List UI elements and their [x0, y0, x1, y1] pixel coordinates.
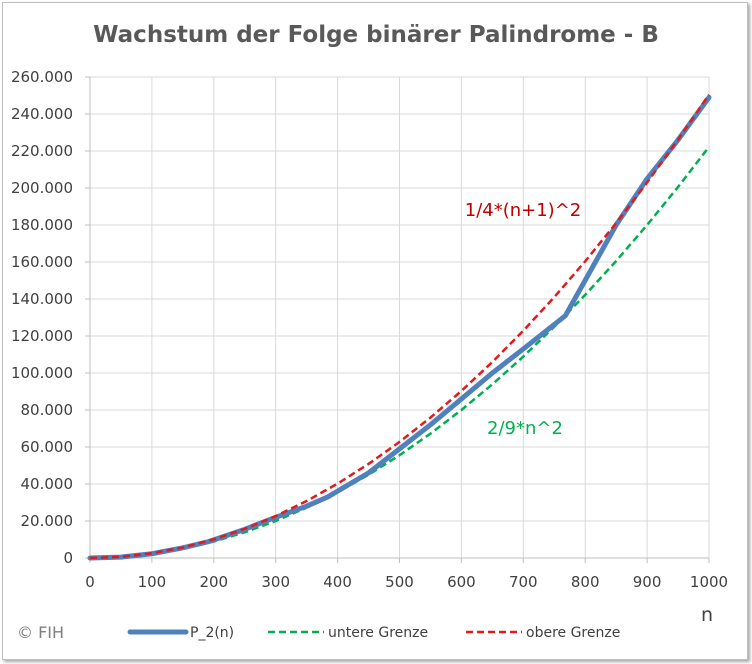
legend: P_2(n) untere Grenze obere Grenze	[127, 625, 620, 641]
y-tick-label-0: 0	[63, 549, 73, 567]
chart-title: Wachstum der Folge binärer Palindrome - …	[93, 22, 659, 48]
legend-label-2: obere Grenze	[526, 625, 620, 641]
annotation-lower-bound: 2/9*n^2	[487, 418, 563, 439]
x-tick-label-1: 100	[138, 573, 167, 591]
y-tick-label-1: 20.000	[21, 512, 74, 530]
y-tick-label-6: 120.000	[11, 327, 73, 345]
y-tick-label-7: 140.000	[11, 290, 73, 308]
x-tick-label-7: 700	[509, 573, 538, 591]
y-tick-label-11: 220.000	[11, 142, 73, 160]
y-tick-label-13: 260.000	[11, 68, 73, 86]
x-tick-label-9: 900	[633, 573, 662, 591]
y-tick-label-4: 80.000	[21, 401, 74, 419]
x-tick-label-6: 600	[447, 573, 476, 591]
x-tick-label-4: 400	[323, 573, 352, 591]
gridlines	[90, 76, 710, 558]
x-tick-label-3: 300	[261, 573, 290, 591]
series-lines	[87, 93, 712, 561]
legend-label-0: P_2(n)	[190, 625, 234, 641]
x-tick-label-2: 200	[199, 573, 228, 591]
y-tick-label-12: 240.000	[11, 105, 73, 123]
copyright: © FIH	[17, 623, 64, 642]
x-tick-label-8: 800	[571, 573, 600, 591]
y-tick-label-3: 60.000	[21, 438, 74, 456]
y-tick-label-10: 200.000	[11, 179, 73, 197]
series-line-0	[87, 94, 712, 561]
x-tick-label-10: 1000	[690, 573, 728, 591]
x-tick-label-0: 0	[85, 573, 95, 591]
x-tick-label-5: 500	[385, 573, 414, 591]
y-tick-label-2: 40.000	[21, 475, 74, 493]
annotation-upper-bound: 1/4*(n+1)^2	[465, 200, 582, 221]
legend-label-1: untere Grenze	[328, 625, 428, 641]
series-line-2	[89, 93, 711, 560]
y-tick-label-9: 180.000	[11, 216, 73, 234]
x-axis-label: n	[701, 604, 713, 626]
y-tick-label-5: 100.000	[11, 364, 73, 382]
y-tick-label-8: 160.000	[11, 253, 73, 271]
tick-labels: 0 100 200 300 400 500 600 700 800 900 1000 0 20.000 4…	[11, 68, 728, 591]
axes	[85, 76, 710, 563]
